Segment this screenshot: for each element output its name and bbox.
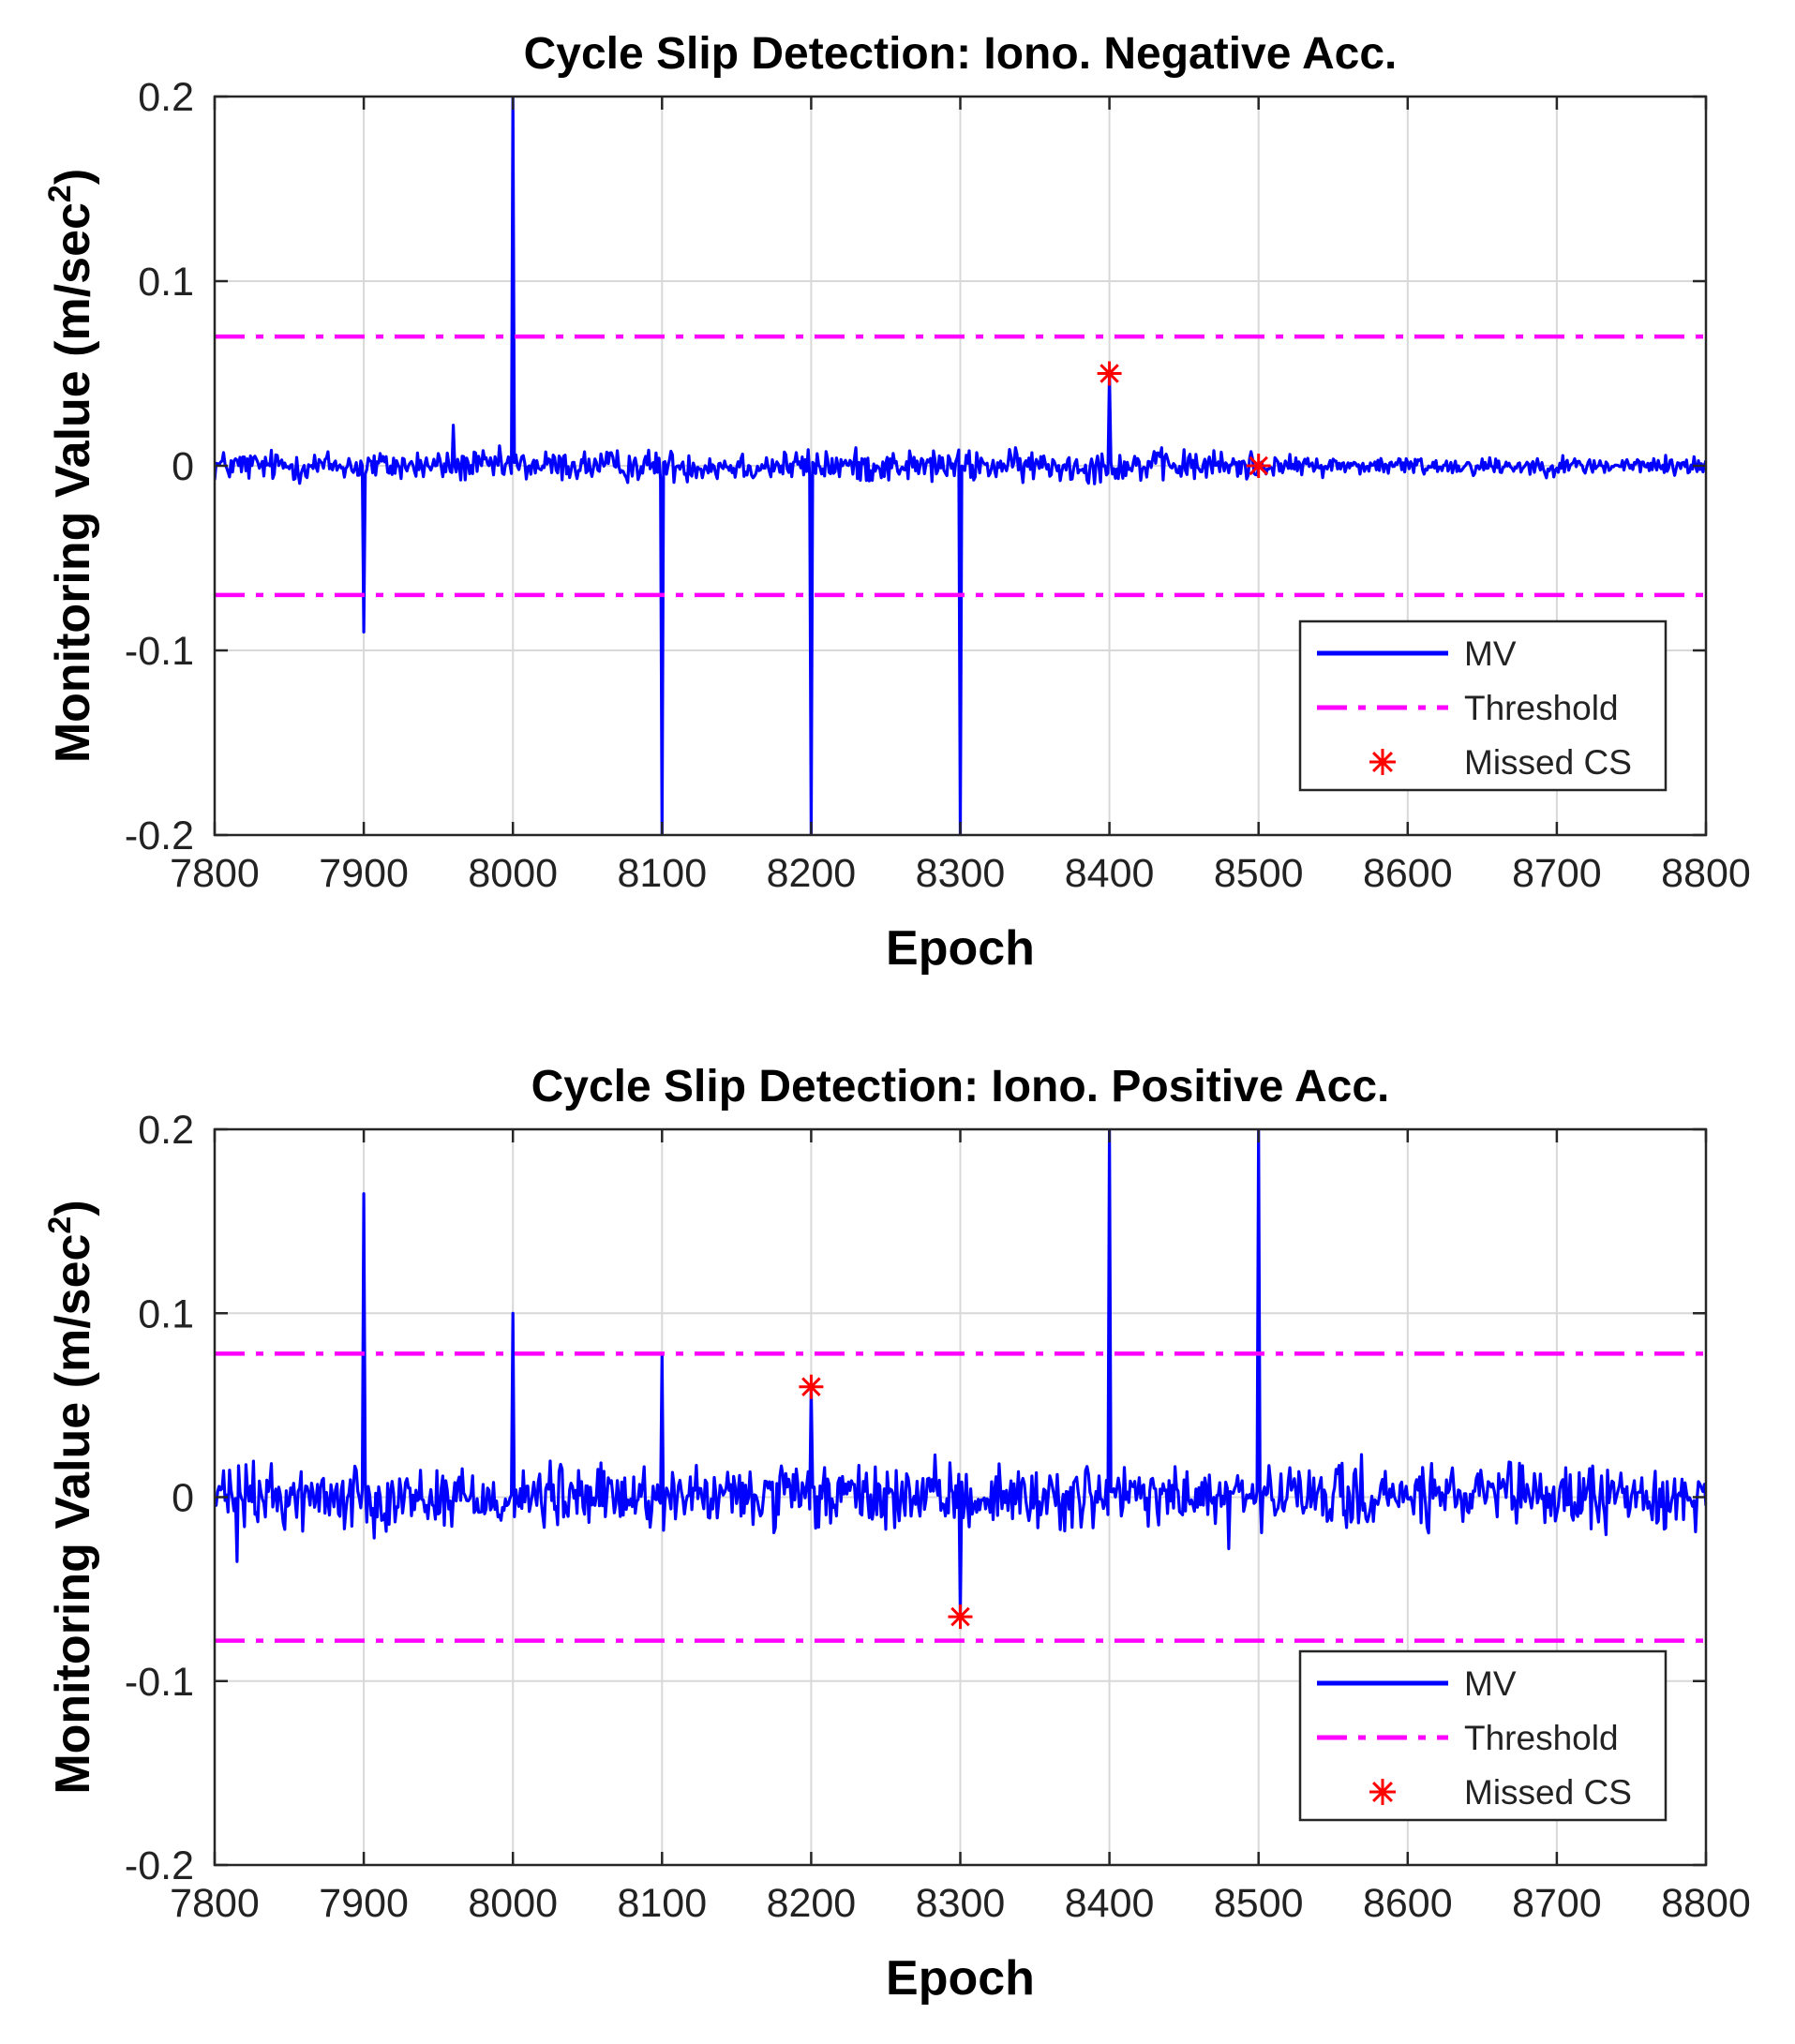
legend-label-missed-cs: Missed CS bbox=[1464, 1773, 1632, 1812]
chart-title: Cycle Slip Detection: Iono. Positive Acc… bbox=[531, 1062, 1390, 1112]
chart-panel-2: 7800 7900 8000 8100 8200 8300 8400 8500 8600 8700… bbox=[42, 1062, 1751, 2006]
x-tick-label: 8400 bbox=[1065, 851, 1155, 896]
y-axis-label: Monitoring Value (m/sec2) bbox=[42, 1200, 100, 1794]
x-tick-label: 8500 bbox=[1214, 1881, 1304, 1926]
chart-panel-1: 7800 7900 8000 8100 8200 8300 8400 8500 8600 8700… bbox=[42, 29, 1751, 976]
x-tick-label: 8600 bbox=[1363, 851, 1453, 896]
x-tick-label: 8500 bbox=[1214, 851, 1304, 896]
x-tick-label: 8000 bbox=[468, 851, 558, 896]
legend-swatch-missed-cs bbox=[1369, 749, 1396, 775]
y-tick-label: -0.1 bbox=[125, 629, 194, 674]
x-tick-label: 8400 bbox=[1065, 1881, 1155, 1926]
missed-cs-marker bbox=[1097, 361, 1122, 386]
y-tick-label: 0.2 bbox=[138, 75, 194, 120]
y-tick-label: 0 bbox=[172, 444, 194, 489]
missed-cs-marker bbox=[948, 1604, 973, 1630]
x-tick-label: 8600 bbox=[1363, 1881, 1453, 1926]
y-tick-label: 0.2 bbox=[138, 1108, 194, 1153]
legend-label-missed-cs: Missed CS bbox=[1464, 743, 1632, 782]
x-tick-label: 8100 bbox=[617, 851, 707, 896]
x-tick-label: 7800 bbox=[170, 1881, 260, 1926]
x-tick-label: 8100 bbox=[617, 1881, 707, 1926]
y-tick-label: -0.2 bbox=[125, 1843, 194, 1888]
y-tick-label: -0.1 bbox=[125, 1660, 194, 1705]
legend: MV Threshold Missed CS bbox=[1298, 619, 1668, 792]
legend-label-threshold: Threshold bbox=[1464, 1719, 1619, 1757]
missed-cs-marker bbox=[1246, 454, 1271, 478]
x-tick-label: 8300 bbox=[916, 851, 1006, 896]
x-tick-label: 8300 bbox=[916, 1881, 1006, 1926]
x-tick-label: 7900 bbox=[319, 1881, 409, 1926]
x-tick-label: 8200 bbox=[767, 1881, 857, 1926]
mv-series-line bbox=[215, 97, 1706, 835]
legend-label-mv: MV bbox=[1464, 1664, 1517, 1703]
y-tick-label: 0 bbox=[172, 1476, 194, 1521]
legend-label-threshold: Threshold bbox=[1464, 689, 1619, 727]
x-tick-label: 7900 bbox=[319, 851, 409, 896]
x-tick-label: 8000 bbox=[468, 1881, 558, 1926]
legend-swatch-missed-cs bbox=[1369, 1779, 1396, 1805]
x-tick-label: 8700 bbox=[1512, 851, 1602, 896]
x-tick-label: 8800 bbox=[1661, 851, 1751, 896]
x-axis-label: Epoch bbox=[886, 921, 1035, 976]
legend-label-mv: MV bbox=[1464, 634, 1517, 673]
y-tick-label: 0.1 bbox=[138, 260, 194, 305]
x-tick-label: 7800 bbox=[170, 851, 260, 896]
x-tick-label: 8700 bbox=[1512, 1881, 1602, 1926]
x-tick-label: 8200 bbox=[767, 851, 857, 896]
legend: MV Threshold Missed CS bbox=[1298, 1649, 1668, 1822]
x-axis-label: Epoch bbox=[886, 1951, 1035, 2006]
y-tick-label: 0.1 bbox=[138, 1291, 194, 1336]
y-axis-label: Monitoring Value (m/sec2) bbox=[42, 169, 100, 763]
chart-title: Cycle Slip Detection: Iono. Negative Acc… bbox=[524, 29, 1398, 79]
x-tick-label: 8800 bbox=[1661, 1881, 1751, 1926]
y-tick-label: -0.2 bbox=[125, 813, 194, 858]
missed-cs-marker bbox=[799, 1374, 824, 1399]
